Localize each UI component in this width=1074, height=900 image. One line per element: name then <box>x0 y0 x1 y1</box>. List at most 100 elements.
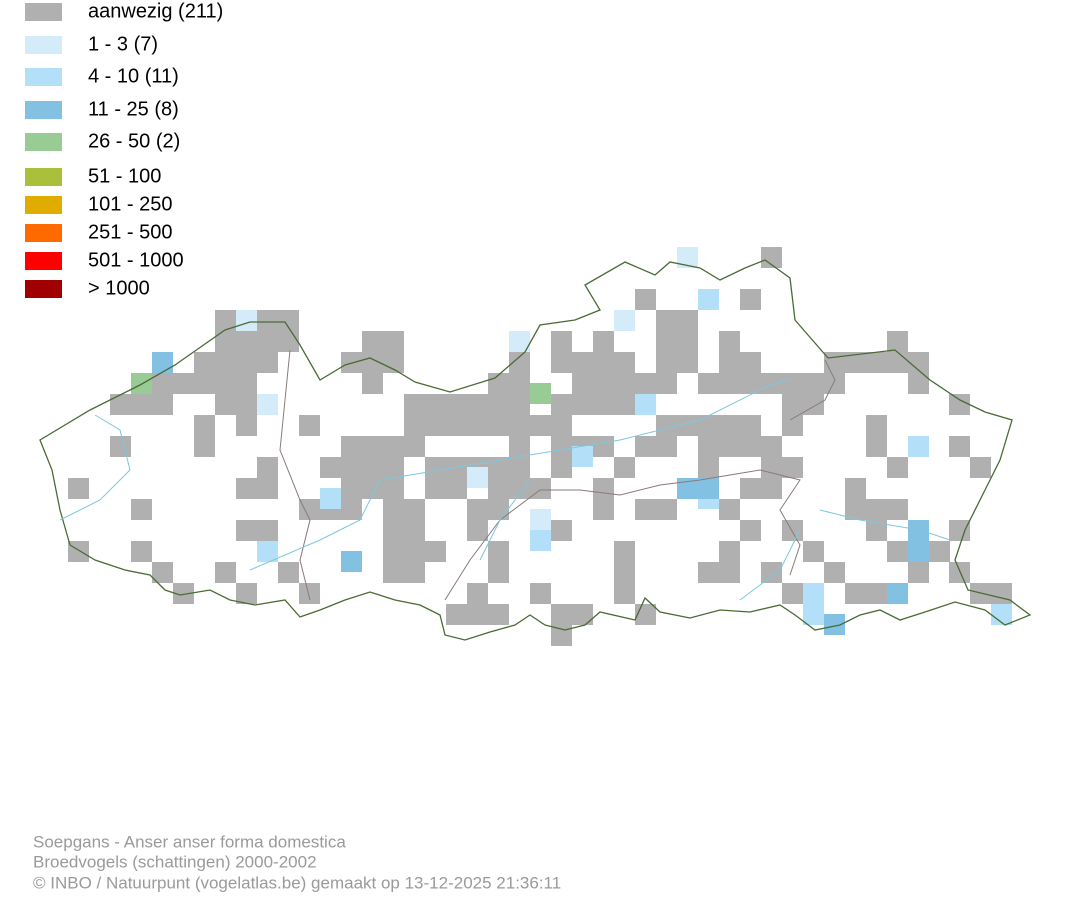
grid-cell <box>320 488 341 509</box>
grid-cell <box>530 530 551 551</box>
grid-cell <box>614 562 635 583</box>
grid-cell <box>656 310 677 331</box>
grid-cell <box>740 289 761 310</box>
grid-cell <box>467 604 488 625</box>
grid-cell <box>656 415 677 436</box>
grid-cell <box>635 499 656 520</box>
grid-cell <box>194 436 215 457</box>
grid-cell <box>110 394 131 415</box>
legend-swatch <box>25 252 62 270</box>
grid-cell <box>572 394 593 415</box>
grid-cell <box>194 352 215 373</box>
grid-cell <box>509 436 530 457</box>
grid-cell <box>404 415 425 436</box>
grid-cell <box>215 331 236 352</box>
grid-cell <box>845 352 866 373</box>
grid-cell <box>635 394 656 415</box>
grid-cell <box>236 415 257 436</box>
grid-cell <box>782 394 803 415</box>
grid-cell <box>509 478 530 499</box>
grid-cell <box>362 373 383 394</box>
grid-cell <box>887 457 908 478</box>
grid-cell <box>551 457 572 478</box>
grid-cell <box>719 373 740 394</box>
grid-cell <box>719 541 740 562</box>
grid-cell <box>488 457 509 478</box>
grid-cell <box>383 562 404 583</box>
grid-cell <box>299 499 320 520</box>
grid-cell <box>404 541 425 562</box>
grid-cell <box>467 467 488 488</box>
grid-cell <box>215 310 236 331</box>
grid-cell <box>488 562 509 583</box>
grid-cell <box>215 562 236 583</box>
grid-cell <box>551 604 572 625</box>
grid-cell <box>698 562 719 583</box>
grid-cell <box>908 373 929 394</box>
region-outline <box>39 259 1032 641</box>
grid-cell <box>278 310 299 331</box>
grid-cell <box>677 478 698 499</box>
grid-cell <box>404 562 425 583</box>
grid-cell <box>824 614 845 635</box>
grid-cell <box>761 247 782 268</box>
grid-cell <box>614 583 635 604</box>
grid-cell <box>593 352 614 373</box>
grid-cell <box>782 520 803 541</box>
grid-cell <box>404 520 425 541</box>
grid-cell <box>887 352 908 373</box>
grid-cell <box>299 415 320 436</box>
grid-cell <box>593 331 614 352</box>
grid-cell <box>257 541 278 562</box>
grid-cell <box>719 499 740 520</box>
grid-cell <box>761 436 782 457</box>
grid-cell <box>68 478 89 499</box>
grid-cell <box>908 352 929 373</box>
grid-cell <box>215 394 236 415</box>
grid-cell <box>572 604 593 625</box>
grid-cell <box>446 394 467 415</box>
grid-cell <box>509 394 530 415</box>
legend-swatch <box>25 196 62 214</box>
legend-swatch <box>25 280 62 298</box>
grid-cell <box>257 394 278 415</box>
legend-swatch <box>25 168 62 186</box>
grid-cell <box>236 478 257 499</box>
legend-label: 4 - 10 (11) <box>88 65 179 87</box>
grid-cell <box>383 520 404 541</box>
grid-cell <box>782 457 803 478</box>
grid-cell <box>803 583 824 604</box>
grid-cell <box>467 520 488 541</box>
grid-cell <box>362 352 383 373</box>
grid-cell <box>970 457 991 478</box>
grid-cell <box>131 541 152 562</box>
footer-credit: © INBO / Natuurpunt (vogelatlas.be) gema… <box>33 873 561 892</box>
grid-cell <box>236 583 257 604</box>
grid-cell <box>341 352 362 373</box>
grid-cell <box>635 436 656 457</box>
grid-cell <box>152 373 173 394</box>
grid-cell <box>509 373 530 394</box>
grid-cell <box>488 541 509 562</box>
grid-cell <box>803 541 824 562</box>
grid-cell <box>257 520 278 541</box>
grid-cell <box>362 478 383 499</box>
legend-label: 11 - 25 (8) <box>88 98 179 120</box>
grid-cell <box>803 373 824 394</box>
grid-cell <box>551 352 572 373</box>
grid-cell <box>908 541 929 562</box>
grid-cell <box>698 289 719 310</box>
grid-cell <box>173 373 194 394</box>
grid-cell <box>698 415 719 436</box>
grid-cell <box>446 604 467 625</box>
grid-cell <box>614 457 635 478</box>
grid-cell <box>803 604 824 625</box>
grid-cell <box>887 331 908 352</box>
grid-cell <box>908 436 929 457</box>
footer-species: Soepgans - Anser anser forma domestica <box>33 832 346 851</box>
grid-cell <box>404 394 425 415</box>
grid-cell <box>740 520 761 541</box>
legend-label: aanwezig (211) <box>88 0 223 22</box>
